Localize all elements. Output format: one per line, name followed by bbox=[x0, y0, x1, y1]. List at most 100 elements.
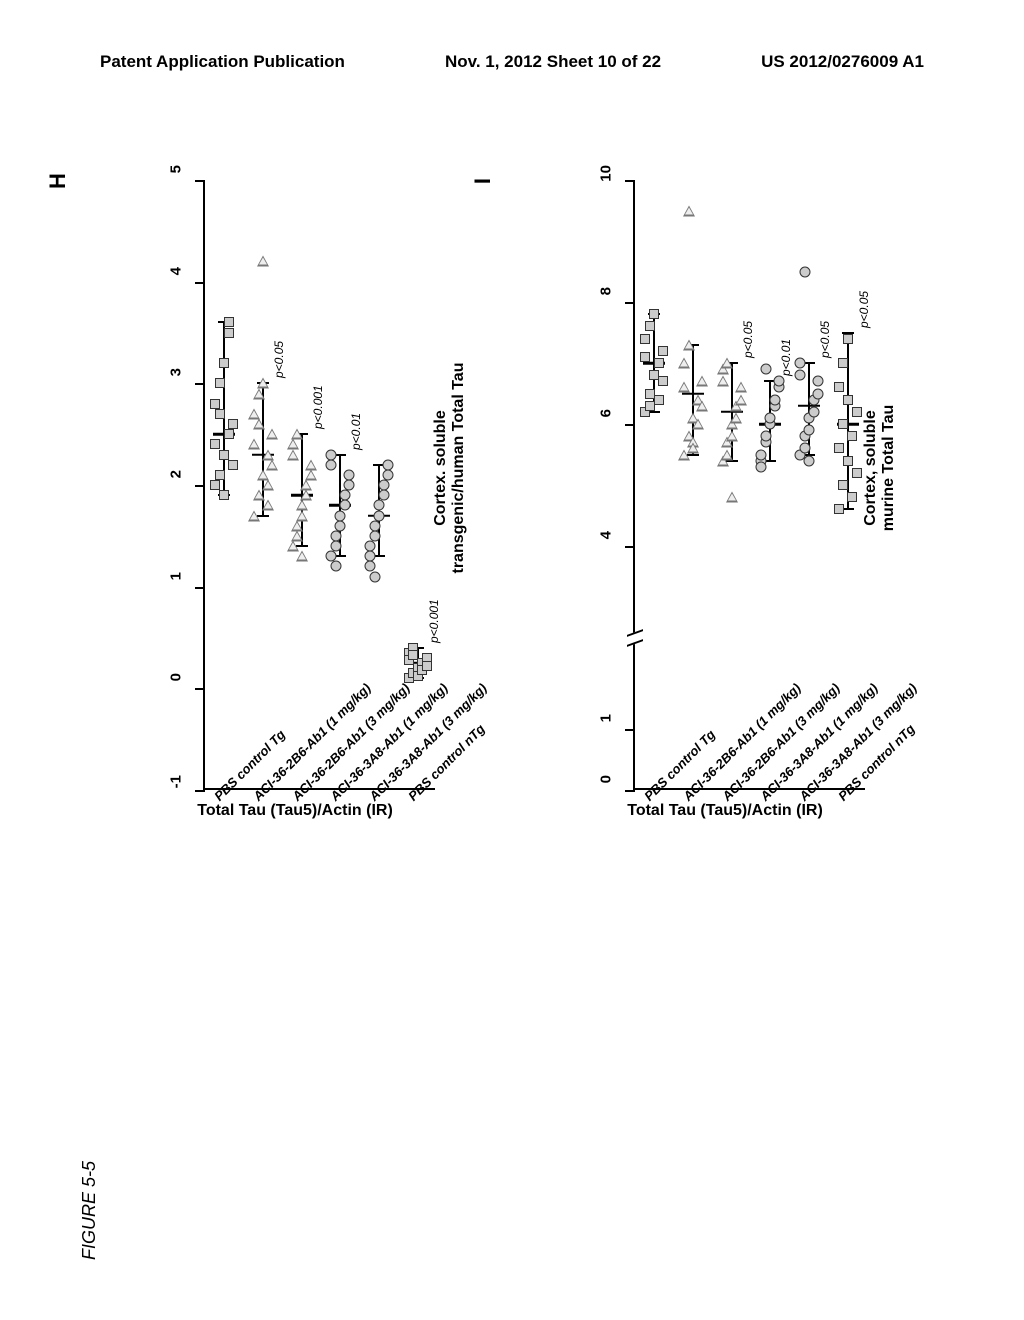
plot: -1012345p<0.05p<0.001p<0.01p<0.001PBS co… bbox=[155, 180, 435, 790]
y-axis-label: Total Tau (Tau5)/Actin (IR) bbox=[627, 802, 823, 820]
data-point bbox=[369, 520, 380, 531]
figure-label: FIGURE 5-5 bbox=[79, 1161, 100, 1260]
ytick bbox=[195, 485, 205, 487]
data-point bbox=[721, 358, 733, 369]
data-point bbox=[296, 551, 308, 562]
data-point bbox=[215, 378, 225, 388]
data-point bbox=[640, 352, 650, 362]
data-point bbox=[300, 490, 312, 501]
data-point bbox=[219, 358, 229, 368]
data-point bbox=[799, 443, 810, 454]
page-header: Patent Application Publication Nov. 1, 2… bbox=[0, 52, 1024, 72]
data-point bbox=[838, 480, 848, 490]
data-point bbox=[296, 510, 308, 521]
header-left: Patent Application Publication bbox=[100, 52, 345, 72]
data-point bbox=[834, 382, 844, 392]
data-point bbox=[365, 541, 376, 552]
data-point bbox=[248, 510, 260, 521]
data-point bbox=[224, 429, 234, 439]
data-point bbox=[262, 480, 274, 491]
data-point bbox=[645, 321, 655, 331]
ytick bbox=[195, 688, 205, 690]
data-point bbox=[291, 429, 303, 440]
data-point bbox=[735, 394, 747, 405]
data-point bbox=[266, 429, 278, 440]
ytick bbox=[195, 180, 205, 182]
data-point bbox=[649, 309, 659, 319]
data-point bbox=[760, 431, 771, 442]
data-point bbox=[696, 400, 708, 411]
data-point bbox=[799, 266, 810, 277]
ytick bbox=[195, 587, 205, 589]
ytick-label: 6 bbox=[598, 409, 615, 439]
data-point bbox=[215, 409, 225, 419]
data-point bbox=[804, 425, 815, 436]
data-point bbox=[843, 456, 853, 466]
data-point bbox=[228, 460, 238, 470]
data-point bbox=[678, 382, 690, 393]
data-point bbox=[687, 443, 699, 454]
p-value-label: p<0.05 bbox=[741, 321, 755, 358]
ytick bbox=[625, 546, 635, 548]
data-point bbox=[224, 328, 234, 338]
data-point bbox=[640, 334, 650, 344]
data-point bbox=[717, 376, 729, 387]
data-point bbox=[843, 334, 853, 344]
ytick-label: 8 bbox=[598, 287, 615, 317]
data-point bbox=[257, 256, 269, 267]
data-point bbox=[760, 364, 771, 375]
ytick-label: 4 bbox=[598, 531, 615, 561]
data-point bbox=[847, 492, 857, 502]
data-point bbox=[813, 388, 824, 399]
data-point bbox=[369, 571, 380, 582]
data-point bbox=[215, 470, 225, 480]
data-point bbox=[808, 406, 819, 417]
data-point bbox=[645, 401, 655, 411]
ytick bbox=[625, 180, 635, 182]
data-point bbox=[210, 399, 220, 409]
data-point bbox=[326, 459, 337, 470]
ytick-label: 5 bbox=[168, 165, 185, 195]
ytick bbox=[625, 424, 635, 426]
data-point bbox=[374, 500, 385, 511]
data-point bbox=[658, 346, 668, 356]
data-point bbox=[795, 370, 806, 381]
data-point bbox=[219, 450, 229, 460]
plot: 0146810p<0.05p<0.01p<0.05p<0.05PBS contr… bbox=[585, 180, 865, 790]
data-point bbox=[769, 394, 780, 405]
data-point bbox=[843, 395, 853, 405]
data-point bbox=[383, 459, 394, 470]
data-point bbox=[847, 431, 857, 441]
data-point bbox=[683, 205, 695, 216]
data-point bbox=[291, 530, 303, 541]
figure-container: HCortex. soluble transgenic/human Total … bbox=[100, 160, 920, 1220]
data-point bbox=[654, 358, 664, 368]
p-value-label: p<0.001 bbox=[427, 599, 441, 643]
data-point bbox=[248, 439, 260, 450]
data-point bbox=[335, 520, 346, 531]
data-point bbox=[654, 395, 664, 405]
ytick-label: 0 bbox=[598, 775, 615, 805]
ytick bbox=[195, 790, 205, 792]
data-point bbox=[330, 541, 341, 552]
data-point bbox=[253, 388, 265, 399]
ytick bbox=[195, 282, 205, 284]
ytick bbox=[625, 729, 635, 731]
data-point bbox=[765, 412, 776, 423]
ytick bbox=[625, 302, 635, 304]
p-value-label: p<0.01 bbox=[349, 412, 363, 449]
data-point bbox=[378, 480, 389, 491]
data-point bbox=[726, 492, 738, 503]
p-value-label: p<0.05 bbox=[272, 341, 286, 378]
data-point bbox=[756, 461, 767, 472]
data-point bbox=[730, 412, 742, 423]
data-point bbox=[305, 469, 317, 480]
data-point bbox=[852, 407, 862, 417]
data-point bbox=[253, 419, 265, 430]
data-point bbox=[838, 358, 848, 368]
data-point bbox=[852, 468, 862, 478]
header-right: US 2012/0276009 A1 bbox=[761, 52, 924, 72]
ytick bbox=[195, 383, 205, 385]
ytick-label: 10 bbox=[598, 165, 615, 195]
data-point bbox=[692, 419, 704, 430]
